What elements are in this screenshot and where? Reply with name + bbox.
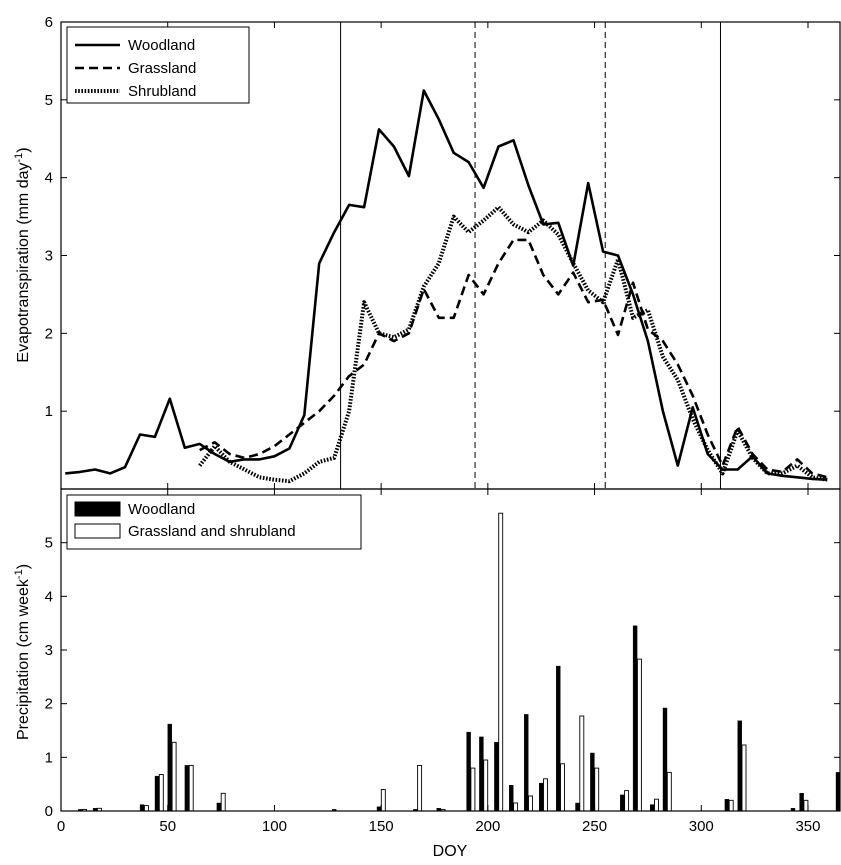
x-axis-label: DOY [433,843,468,860]
legend-box [66,26,250,104]
grassland-shrubland-bar [579,715,585,812]
woodland-bar [650,804,655,812]
legend-label: Shrubland [128,83,196,100]
grassland-shrubland-bar [220,792,226,812]
y-tick-label: 2 [45,696,53,713]
y-tick-label: 4 [45,170,53,187]
series-line-woodland [65,89,828,481]
grassland-shrubland-bar [188,764,194,812]
woodland-bar [662,707,668,812]
reference-lines [340,22,721,489]
woodland-bar [509,785,514,812]
woodland-bar [556,665,561,812]
y-tick-label: 5 [45,535,53,552]
woodland-bar [184,765,190,812]
woodland-bar [539,782,544,812]
woodland-bar [575,802,580,812]
legend-swatch [74,523,121,539]
woodland-bar [479,736,484,812]
woodland-bar [466,731,471,812]
grassland-shrubland-bar [528,795,533,812]
grassland-shrubland-bar [158,774,164,812]
top-legend: Woodland Grassland Shrubland [66,26,250,104]
y-tick-label: 1 [45,749,53,766]
woodland-bar [590,752,595,812]
grassland-shrubland-bar [560,763,565,812]
woodland-bar [724,799,730,812]
y-tick-label: 3 [45,248,53,265]
y-tick-label: 0 [45,803,53,820]
grassland-shrubland-bar [803,799,809,812]
grassland-shrubland-bar [741,744,747,812]
woodland-bar [376,806,382,812]
x-tick-label: 0 [57,818,65,835]
y-tick-label: 3 [45,642,53,659]
grassland-shrubland-bar [417,764,423,812]
grassland-shrubland-bar [513,802,519,812]
x-tick-label: 200 [475,818,500,835]
grassland-shrubland-bar [636,658,642,812]
woodland-bar [737,720,742,812]
x-tick-label: 350 [795,818,820,835]
legend-label: Grassland [128,60,196,77]
series-line-shrubland [198,205,828,484]
legend-swatch [74,501,121,517]
woodland-bar [494,742,499,812]
grassland-shrubland-bar [728,799,734,812]
evapotranspiration-series [65,89,828,484]
x-tick-label: 250 [582,818,607,835]
grassland-shrubland-bar [594,767,600,812]
bottom-y-axis-label: Precipitation (cm week-1) [13,564,32,740]
woodland-bar [167,723,173,812]
grassland-shrubland-bar [171,741,177,812]
y-tick-label: 4 [45,588,53,605]
x-tick-label: 50 [159,818,176,835]
precipitation-panel: 0 50 100 150 200 250 300 350 0 1 2 3 4 5 Woodland Gras… [13,488,841,860]
grassland-shrubland-bar [666,771,672,812]
precipitation-bars [77,512,841,812]
woodland-bar [632,625,638,812]
grassland-shrubland-bar [483,759,489,812]
grassland-shrubland-bar [543,778,548,812]
y-tick-label: 2 [45,325,53,342]
legend-label: Grassland and shrubland [128,523,296,540]
bottom-legend: Woodland Grassland and shrubland [66,494,362,550]
y-tick-label: 5 [45,92,53,109]
woodland-bar [524,714,529,812]
y-tick-label: 6 [45,14,53,31]
legend-label: Woodland [128,37,195,54]
top-y-axis-label: Evapotranspiration (mm day-1) [13,147,32,362]
grassland-shrubland-bar [654,798,659,812]
woodland-bar [139,804,145,812]
grassland-shrubland-bar [498,512,504,812]
x-tick-label: 100 [262,818,287,835]
grassland-shrubland-bar [470,767,476,812]
bottom-axis-ticks: 0 50 100 150 200 250 300 350 0 1 2 3 4 5 [45,489,840,835]
evapotranspiration-panel: 1 2 3 4 5 6 Woodland Grassland Shrubland Evapot… [13,14,841,490]
grassland-shrubland-bar [624,790,630,812]
top-axis-ticks: 1 2 3 4 5 6 [45,14,840,489]
woodland-bar [154,775,160,812]
y-tick-label: 1 [45,403,53,420]
woodland-bar [620,794,625,812]
grassland-shrubland-bar [380,789,386,812]
woodland-bar [216,802,222,812]
woodland-bar [799,793,804,812]
x-tick-label: 300 [689,818,714,835]
x-tick-label: 150 [369,818,394,835]
grassland-shrubland-bar [143,805,149,812]
legend-label: Woodland [128,501,195,518]
